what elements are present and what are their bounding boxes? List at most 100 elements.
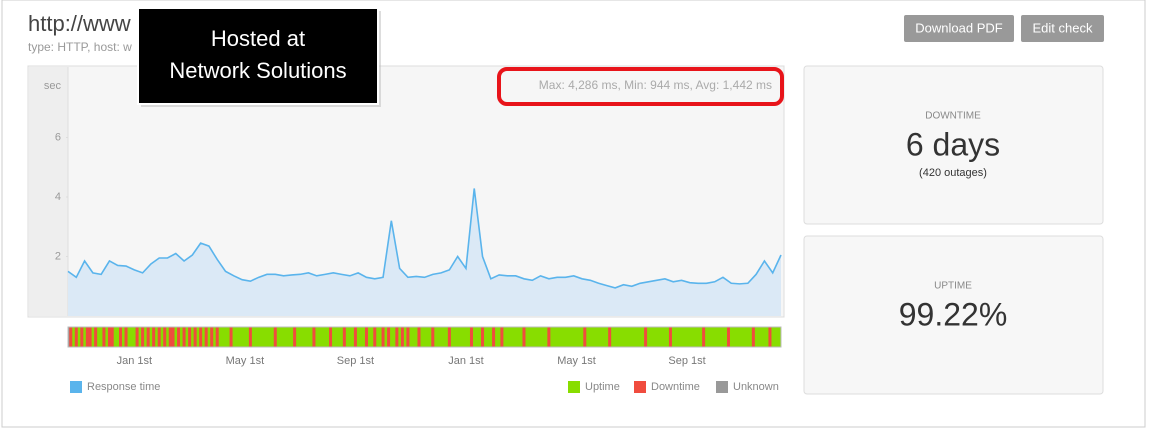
downtime-stripe [293, 327, 297, 347]
downtime-stripe [668, 327, 672, 347]
downtime-stripe [152, 327, 156, 347]
downtime-stripe [69, 327, 73, 347]
x-tick-label: Sep 1st [668, 355, 705, 367]
downtime-stripe [522, 327, 526, 347]
downtime-stripe [481, 327, 485, 347]
button-bg [904, 15, 1014, 42]
downtime-stripe [88, 327, 92, 347]
downtime-stripe [644, 327, 648, 347]
panel-note: (420 outages) [919, 167, 987, 179]
downtime-stripe [182, 327, 186, 347]
stats: Max: 4,286 ms, Min: 944 ms, Avg: 1,442 m… [539, 78, 772, 92]
downtime-stripe [417, 327, 421, 347]
downtime-stripe [157, 327, 161, 347]
downtime-stripe [364, 327, 368, 347]
downtime-stripe [204, 327, 208, 347]
status-unknown [68, 327, 70, 347]
plot: sec 2 4 6 Jan 1st May 1st Sep 1st Jan 1st May 1s… [44, 67, 782, 393]
downtime-stripe [768, 327, 772, 347]
title: http://www [28, 11, 131, 36]
panel-title: DOWNTIME [925, 111, 981, 122]
edit-button[interactable]: Edit check [1021, 15, 1104, 42]
downtime-stripe [199, 327, 203, 347]
downtime-stripe [168, 327, 172, 347]
button-bg [1021, 15, 1104, 42]
panel-value: 6 days [906, 126, 1000, 162]
downtime-stripe [94, 327, 98, 347]
downtime-stripe [447, 327, 451, 347]
downtime-stripe [171, 327, 175, 347]
y-axis-label: sec [44, 80, 62, 92]
status-bar [68, 327, 781, 347]
y-gutter [29, 67, 68, 316]
downtime-stripe [193, 327, 197, 347]
x-tick-label: May 1st [226, 355, 265, 367]
legend-swatch [70, 381, 82, 393]
downtime-stripe [124, 327, 128, 347]
panel [803, 65, 1104, 225]
panel-title: UPTIME [934, 281, 972, 292]
status-border [67, 326, 782, 348]
callout [137, 7, 379, 105]
downtime-stripe [342, 327, 346, 347]
downtime-stripe [373, 327, 377, 347]
downtime-stripe [135, 327, 139, 347]
panel [803, 235, 1104, 395]
y-tick-label: 2 [55, 250, 61, 262]
downtime-stripe [107, 327, 111, 347]
downtime-stripe [177, 327, 181, 347]
downtime-stripe [80, 327, 84, 347]
y-tick-label: 4 [55, 191, 61, 203]
downtime-stripe [312, 327, 316, 347]
y-tick-label: 6 [55, 131, 61, 143]
legend-label: Unknown [733, 381, 779, 393]
downtime-stripe [469, 327, 473, 347]
button-label[interactable]: Edit check [1033, 20, 1093, 35]
legend-label: Uptime [585, 381, 620, 393]
x-tick-label: May 1st [557, 355, 596, 367]
panel-value: 99.22% [899, 296, 1008, 332]
downtime-stripe [406, 327, 410, 347]
downtime-stripe [329, 327, 333, 347]
download-button[interactable]: Download PDF [904, 15, 1014, 42]
downtime-stripe [102, 327, 106, 347]
downtime-stripe [492, 327, 496, 347]
button-label[interactable]: Download PDF [915, 20, 1002, 35]
downtime-stripe [702, 327, 706, 347]
downtime-stripe [400, 327, 404, 347]
legend-swatch [716, 381, 728, 393]
downtime-stripe [119, 327, 123, 347]
legend-label: Downtime [651, 381, 700, 393]
downtime-stripe [387, 327, 391, 347]
downtime-stripe [751, 327, 755, 347]
downtime-stripe [273, 327, 277, 347]
downtime-stripe [500, 327, 504, 347]
callout-line: Network Solutions [169, 58, 346, 83]
downtime-stripe [431, 327, 435, 347]
callout-line: Hosted at [211, 26, 305, 51]
downtime-stripe [141, 327, 145, 347]
downtime-stripe [110, 327, 114, 347]
downtime-stripe [547, 327, 551, 347]
downtime-stripe [74, 327, 78, 347]
downtime-stripe [248, 327, 252, 347]
x-tick-label: Jan 1st [117, 355, 152, 367]
legend-label: Response time [87, 381, 160, 393]
legend-swatch [634, 381, 646, 393]
downtime-stripe [726, 327, 730, 347]
downtime-stripe [608, 327, 612, 347]
x-tick-label: Jan 1st [448, 355, 483, 367]
area [68, 188, 781, 316]
downtime-stripe [229, 327, 233, 347]
x-tick-label: Sep 1st [337, 355, 374, 367]
downtime-stripe [353, 327, 357, 347]
downtime-stripe [215, 327, 219, 347]
line [67, 188, 782, 289]
downtime-stripe [395, 327, 399, 347]
downtime-stripe [210, 327, 214, 347]
downtime-stripe [583, 327, 587, 347]
legend-swatch [568, 381, 580, 393]
highlight-box [497, 67, 784, 106]
